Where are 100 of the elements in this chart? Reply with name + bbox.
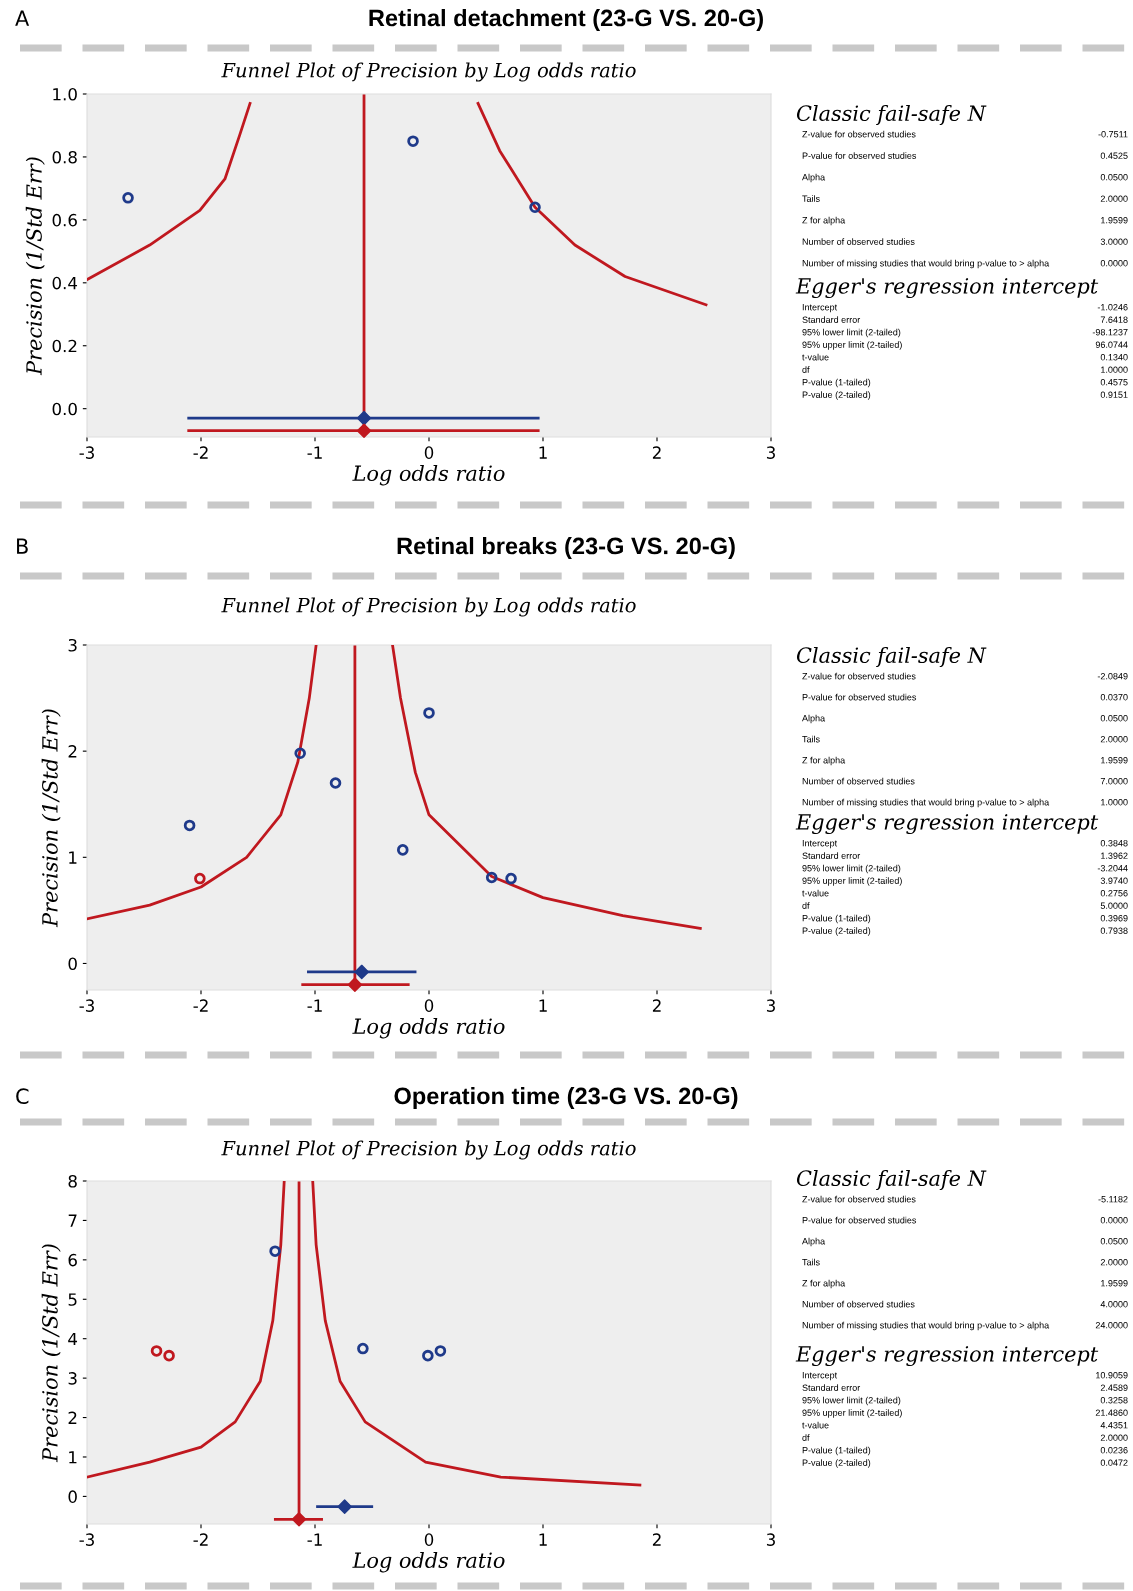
y-tick-label: 0.8 xyxy=(52,150,77,164)
text: Classic fail-safe N xyxy=(796,104,987,126)
category-label: df xyxy=(802,902,810,909)
text: 2.4589 xyxy=(1100,1384,1128,1391)
text: -3.2044 xyxy=(1097,865,1128,872)
x-tick-label: -2 xyxy=(193,446,208,459)
chart-subtitle: Funnel Plot of Precision by Log odds ratio xyxy=(221,597,636,617)
y-tick-label: 1 xyxy=(69,851,77,864)
text: 21.4860 xyxy=(1095,1409,1128,1416)
text: 0.0000 xyxy=(1100,260,1128,267)
category-label: Z-value for observed studies xyxy=(802,130,916,138)
x-tick-label: 1 xyxy=(539,1533,547,1546)
category-label: Number of missing studies that would bring p-value to > alpha xyxy=(802,259,1050,269)
x-axis-title: Log odds ratio xyxy=(352,464,505,486)
text: 2.0000 xyxy=(1100,1259,1128,1266)
text: 0.0500 xyxy=(1100,715,1128,722)
x-tick-label: 0 xyxy=(424,999,434,1012)
category-label: 95% lower limit (2-tailed) xyxy=(802,864,901,874)
text: Egger's regression intercept xyxy=(795,1346,1099,1367)
category-label: Number of observed studies xyxy=(802,777,915,785)
y-axis-title: Precision (1/Std Err) xyxy=(25,157,45,376)
text: 1.9599 xyxy=(1101,1280,1128,1287)
x-tick-label: 0 xyxy=(424,1533,434,1546)
category-label: Tails xyxy=(802,1258,820,1266)
text: 4.0000 xyxy=(1100,1301,1128,1308)
category-label: Tails xyxy=(802,195,820,202)
text: 10.9059 xyxy=(1096,1372,1128,1379)
y-tick-label: 0.6 xyxy=(52,213,77,227)
text: 0.0236 xyxy=(1100,1447,1128,1454)
text: A xyxy=(15,10,30,26)
category-label: P-value (1-tailed) xyxy=(802,378,871,388)
text: 0.0370 xyxy=(1100,694,1128,701)
text: 7.0000 xyxy=(1100,778,1128,785)
category-label: Number of missing studies that would bring p-value to > alpha xyxy=(802,1321,1050,1331)
category-label: Z for alpha xyxy=(802,216,846,226)
y-tick-label: 1 xyxy=(69,1451,77,1464)
text: 0.0500 xyxy=(1100,174,1128,181)
y-tick-label: 5 xyxy=(68,1293,77,1306)
y-tick-label: 0.4 xyxy=(52,276,78,290)
x-tick-label: -3 xyxy=(79,446,94,459)
y-tick-label: 8 xyxy=(68,1174,77,1188)
text: -98.1237 xyxy=(1092,329,1128,336)
text: 2.0000 xyxy=(1100,1434,1128,1441)
text: 0.9151 xyxy=(1100,391,1128,398)
text: 3.0000 xyxy=(1100,238,1128,245)
x-tick-label: 3 xyxy=(766,999,775,1012)
x-tick-label: 0 xyxy=(424,446,434,459)
category-label: P-value for observed studies xyxy=(802,1216,917,1224)
category-label: Intercept xyxy=(802,1372,838,1381)
text: 0.1340 xyxy=(1100,354,1128,361)
category-label: 95% upper limit (2-tailed) xyxy=(802,341,902,350)
text: -5.1182 xyxy=(1098,1196,1128,1203)
text: 2.0000 xyxy=(1100,195,1128,202)
category-label: 95% upper limit (2-tailed) xyxy=(802,1409,902,1418)
y-axis-title: Precision (1/Std Err) xyxy=(41,709,61,928)
text: C xyxy=(16,1088,29,1105)
x-axis-title: Log odds ratio xyxy=(352,1017,505,1039)
x-tick-label: 2 xyxy=(652,1533,661,1546)
x-tick-label: -3 xyxy=(79,1533,94,1546)
text: 1.0000 xyxy=(1101,366,1128,373)
y-axis-title: Precision (1/Std Err) xyxy=(41,1244,61,1463)
x-axis-title: Log odds ratio xyxy=(352,1551,505,1573)
category-label: Standard error xyxy=(802,316,861,323)
text: 0.2756 xyxy=(1100,890,1128,897)
x-tick-label: -1 xyxy=(307,1533,322,1546)
category-label: Alpha xyxy=(802,714,826,724)
category-label: 95% lower limit (2-tailed) xyxy=(802,328,901,338)
y-tick-label: 0 xyxy=(68,957,77,971)
text: B xyxy=(17,538,28,554)
category-label: Alpha xyxy=(802,1237,826,1247)
text: 24.0000 xyxy=(1095,1322,1128,1329)
text: 5.0000 xyxy=(1100,902,1128,909)
y-tick-label: 0 xyxy=(68,1490,77,1503)
x-tick-label: 3 xyxy=(766,446,775,459)
text: -1.0246 xyxy=(1097,304,1128,311)
category-label: Number of missing studies that would bring p-value to > alpha xyxy=(802,798,1050,808)
category-label: Number of observed studies xyxy=(802,238,915,245)
chart-subtitle: Funnel Plot of Precision by Log odds ratio xyxy=(221,62,636,82)
chart-subtitle: Funnel Plot of Precision by Log odds ratio xyxy=(221,1140,636,1160)
category-label: Z for alpha xyxy=(802,756,846,766)
text: 0.4575 xyxy=(1100,379,1128,386)
text: 0.4525 xyxy=(1100,152,1128,159)
chart-title: Retinal breaks (23-G VS. 20-G) xyxy=(397,536,735,559)
y-tick-label: 0.0 xyxy=(52,402,77,416)
text: 0.3848 xyxy=(1100,840,1128,847)
category-label: Number of observed studies xyxy=(802,1300,915,1308)
text: 0.3258 xyxy=(1100,1397,1128,1404)
category-label: Alpha xyxy=(802,173,826,183)
text: 0.3969 xyxy=(1100,915,1128,922)
text: 1.0000 xyxy=(1101,799,1128,806)
text: 0.0500 xyxy=(1100,1238,1128,1245)
text: 4.4351 xyxy=(1100,1422,1128,1429)
x-tick-label: 2 xyxy=(652,999,661,1012)
category-label: Z-value for observed studies xyxy=(802,672,916,680)
y-tick-label: 7 xyxy=(68,1214,77,1227)
category-label: t-value xyxy=(802,353,829,361)
y-tick-label: 6 xyxy=(68,1253,77,1267)
y-tick-label: 0.2 xyxy=(52,339,77,353)
text: 2.0000 xyxy=(1100,736,1128,743)
text: Classic fail-safe N xyxy=(796,646,987,668)
